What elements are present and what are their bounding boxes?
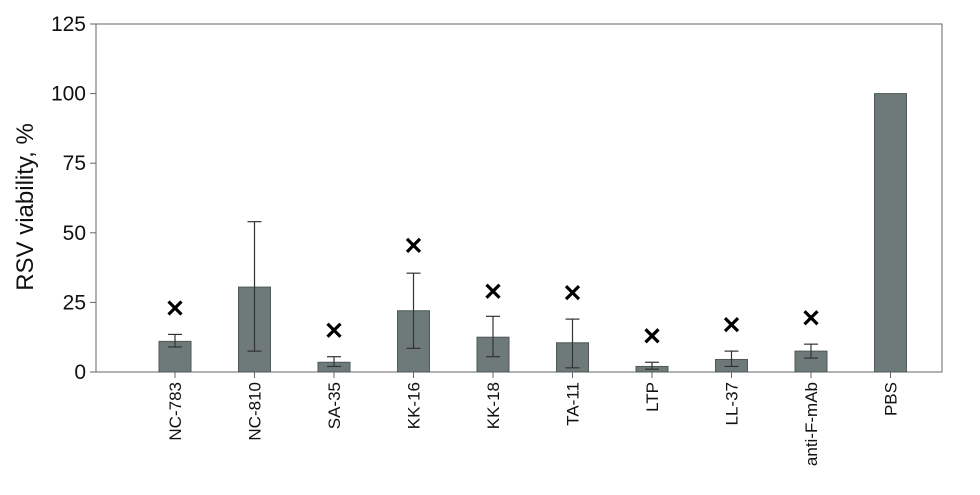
y-tick-label: 100 [51,83,86,106]
error-bar-kk-16 [406,272,421,349]
x-tick-label: KK-18 [484,382,503,429]
x-axis-ticks: NC-783 NC-810 SA-35 KK-16 KK-18 TA-11 LTP LL-37… [166,372,901,466]
marker-ll-37 [723,317,740,333]
y-tick-label: 25 [63,291,86,314]
y-axis-title: RSV viability, % [12,123,39,291]
x-tick-label: TA-11 [564,382,583,426]
bar-pbs [874,93,907,373]
marker-sa-35 [326,322,342,338]
error-bar-sa-35 [327,356,341,368]
error-bar-ta-11 [565,318,580,369]
y-tick-label: 125 [51,13,86,36]
x-markers [167,237,819,344]
x-tick-label: NC-783 [166,382,185,441]
marker-ta-11 [564,285,581,301]
x-tick-label: LTP [643,382,662,412]
y-tick-label: 75 [63,152,86,175]
marker-nc-783 [167,300,183,316]
x-tick-label: SA-35 [325,382,344,429]
x-tick-label: NC-810 [246,382,265,441]
x-tick-label: KK-16 [405,382,424,429]
x-tick-label: PBS [882,382,901,416]
error-bar-nc-783 [168,333,182,348]
error-bars [168,221,818,370]
marker-kk-16 [405,237,422,253]
error-bar-anti-f-mab [804,343,818,359]
error-bar-kk-18 [486,315,500,358]
y-tick-label: 0 [74,361,86,384]
error-bar-ll-37 [724,350,739,368]
y-tick-label: 50 [63,222,86,245]
x-tick-label: anti-F-mAb [802,382,821,466]
marker-kk-18 [485,283,501,299]
marker-anti-f-mab [803,310,819,326]
x-tick-label: LL-37 [723,382,742,425]
plot-frame [95,23,943,373]
marker-ltp [644,328,660,344]
error-bar-nc-810 [247,221,262,352]
error-bar-ltp [645,361,659,370]
y-axis-ticks: 0 25 50 75 100 125 [51,13,96,384]
